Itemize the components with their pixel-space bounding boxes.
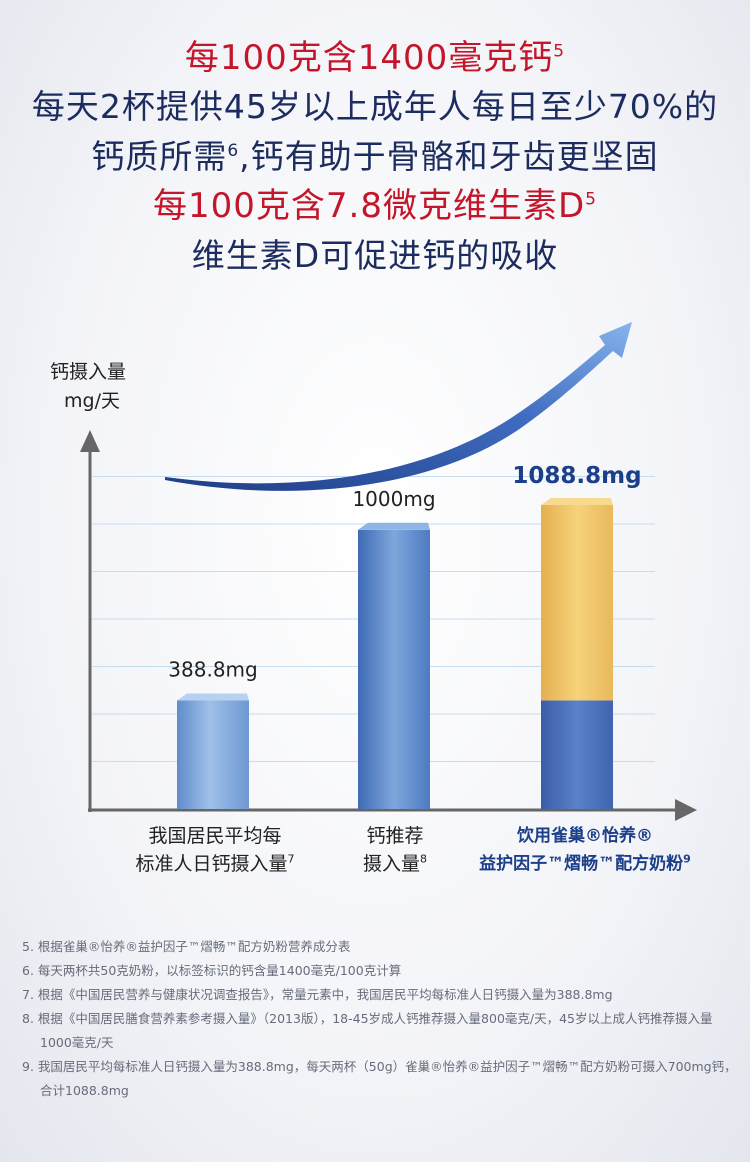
y-axis-label-line1: 钙摄入量 (50, 361, 126, 383)
calcium-intake-chart: 钙摄入量 mg/天 388.8mg 1000mg 1088.8mg (50, 322, 697, 821)
footnotes: 5. 根据雀巢®怡养®益护因子™熠畅™配方奶粉营养成分表 6. 每天两杯共50克… (22, 935, 737, 1103)
headline-calcium-content: 每100克含1400毫克钙5 (184, 38, 566, 78)
category-label-line1: 钙推荐 (366, 825, 424, 847)
footnote-ref-5b: 5 (585, 189, 597, 210)
footnote-ref-5: 5 (553, 41, 566, 62)
bar-3-base-segment (541, 700, 613, 809)
footnote-ref-6: 6 (227, 141, 240, 161)
footnote-ref-8: 8 (420, 852, 427, 866)
footnote-9: 9. 我国居民平均每标准人日钙摄入量为388.8mg，每天两杯（50g）雀巢®怡… (22, 1059, 737, 1098)
y-axis (80, 430, 100, 812)
category-label-3: 饮用雀巢®怡养® 益护因子™熠畅™配方奶粉9 (445, 822, 725, 878)
footnote-8: 8. 根据《中国居民膳食营养素参考摄入量》（2013版），18-45岁成人钙推荐… (22, 1011, 713, 1050)
trend-arrow (165, 322, 632, 491)
footnote-ref-9: 9 (683, 852, 691, 866)
value-labels: 388.8mg 1000mg 1088.8mg (168, 463, 641, 681)
category-label-line2: 摄入量8 (362, 852, 427, 875)
footnote-7: 7. 根据《中国居民营养与健康状况调查报告》，常量元素中，我国居民平均每标准人日… (22, 987, 613, 1002)
bar-2 (358, 522, 430, 809)
bar-group (177, 498, 613, 809)
footnote-ref-7: 7 (287, 852, 295, 866)
category-label-line2: 标准人日钙摄入量7 (135, 852, 295, 875)
value-label-1: 388.8mg (168, 657, 257, 681)
category-label-line1: 我国居民平均每 (148, 825, 282, 847)
headline-bone-teeth: 钙质所需6,钙有助于骨骼和牙齿更坚固 (91, 137, 659, 176)
bar-1 (177, 693, 249, 809)
value-label-2: 1000mg (352, 487, 435, 511)
category-label-line1: 饮用雀巢®怡养® (517, 826, 653, 846)
headline-vitamin-d-absorption: 维生素D可促进钙的吸收 (191, 236, 559, 275)
footnote-6: 6. 每天两杯共50克奶粉，以标签标识的钙含量1400毫克/100克计算 (22, 963, 402, 978)
footnote-5: 5. 根据雀巢®怡养®益护因子™熠畅™配方奶粉营养成分表 (22, 939, 351, 954)
x-axis (88, 799, 697, 821)
headline-daily-intake: 每天2杯提供45岁以上成年人每日至少70%的 (31, 87, 719, 126)
headline-vitamin-d-content: 每100克含7.8微克维生素D5 (153, 186, 597, 226)
value-label-3: 1088.8mg (512, 463, 641, 489)
bar-3-top-segment (541, 498, 613, 701)
y-axis-label-line2: mg/天 (64, 390, 120, 412)
category-label-2: 钙推荐摄入量8 (255, 822, 535, 878)
category-label-1: 我国居民平均每 标准人日钙摄入量7 (75, 822, 355, 878)
category-label-line2: 益护因子™熠畅™配方奶粉9 (479, 852, 691, 874)
